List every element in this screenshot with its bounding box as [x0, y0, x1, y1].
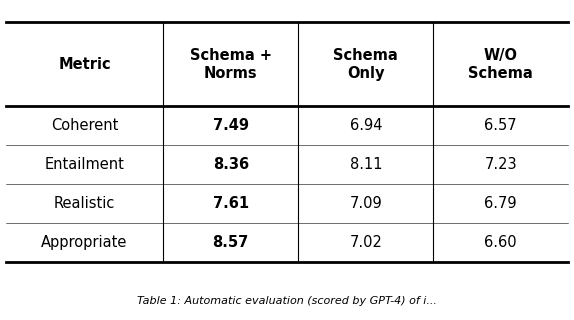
Text: Table 1: Automatic evaluation (scored by GPT-4) of i...: Table 1: Automatic evaluation (scored by…: [137, 296, 437, 306]
Text: 7.49: 7.49: [213, 118, 249, 133]
Text: 7.61: 7.61: [213, 196, 249, 212]
Text: 6.60: 6.60: [484, 236, 517, 250]
Text: Entailment: Entailment: [45, 157, 125, 172]
Text: 6.57: 6.57: [484, 118, 517, 133]
Text: 6.79: 6.79: [484, 196, 517, 212]
Text: Coherent: Coherent: [51, 118, 118, 133]
Text: 6.94: 6.94: [350, 118, 382, 133]
Text: 7.09: 7.09: [350, 196, 382, 212]
Text: 7.23: 7.23: [484, 157, 517, 172]
Text: Schema +
Norms: Schema + Norms: [190, 48, 272, 81]
Text: Schema
Only: Schema Only: [333, 48, 398, 81]
Text: 8.11: 8.11: [350, 157, 382, 172]
Text: 8.36: 8.36: [213, 157, 249, 172]
Text: Appropriate: Appropriate: [41, 236, 127, 250]
Text: Metric: Metric: [58, 57, 111, 72]
Text: 8.57: 8.57: [212, 236, 249, 250]
Text: W/O
Schema: W/O Schema: [468, 48, 533, 81]
Text: 7.02: 7.02: [350, 236, 382, 250]
Text: Realistic: Realistic: [54, 196, 115, 212]
